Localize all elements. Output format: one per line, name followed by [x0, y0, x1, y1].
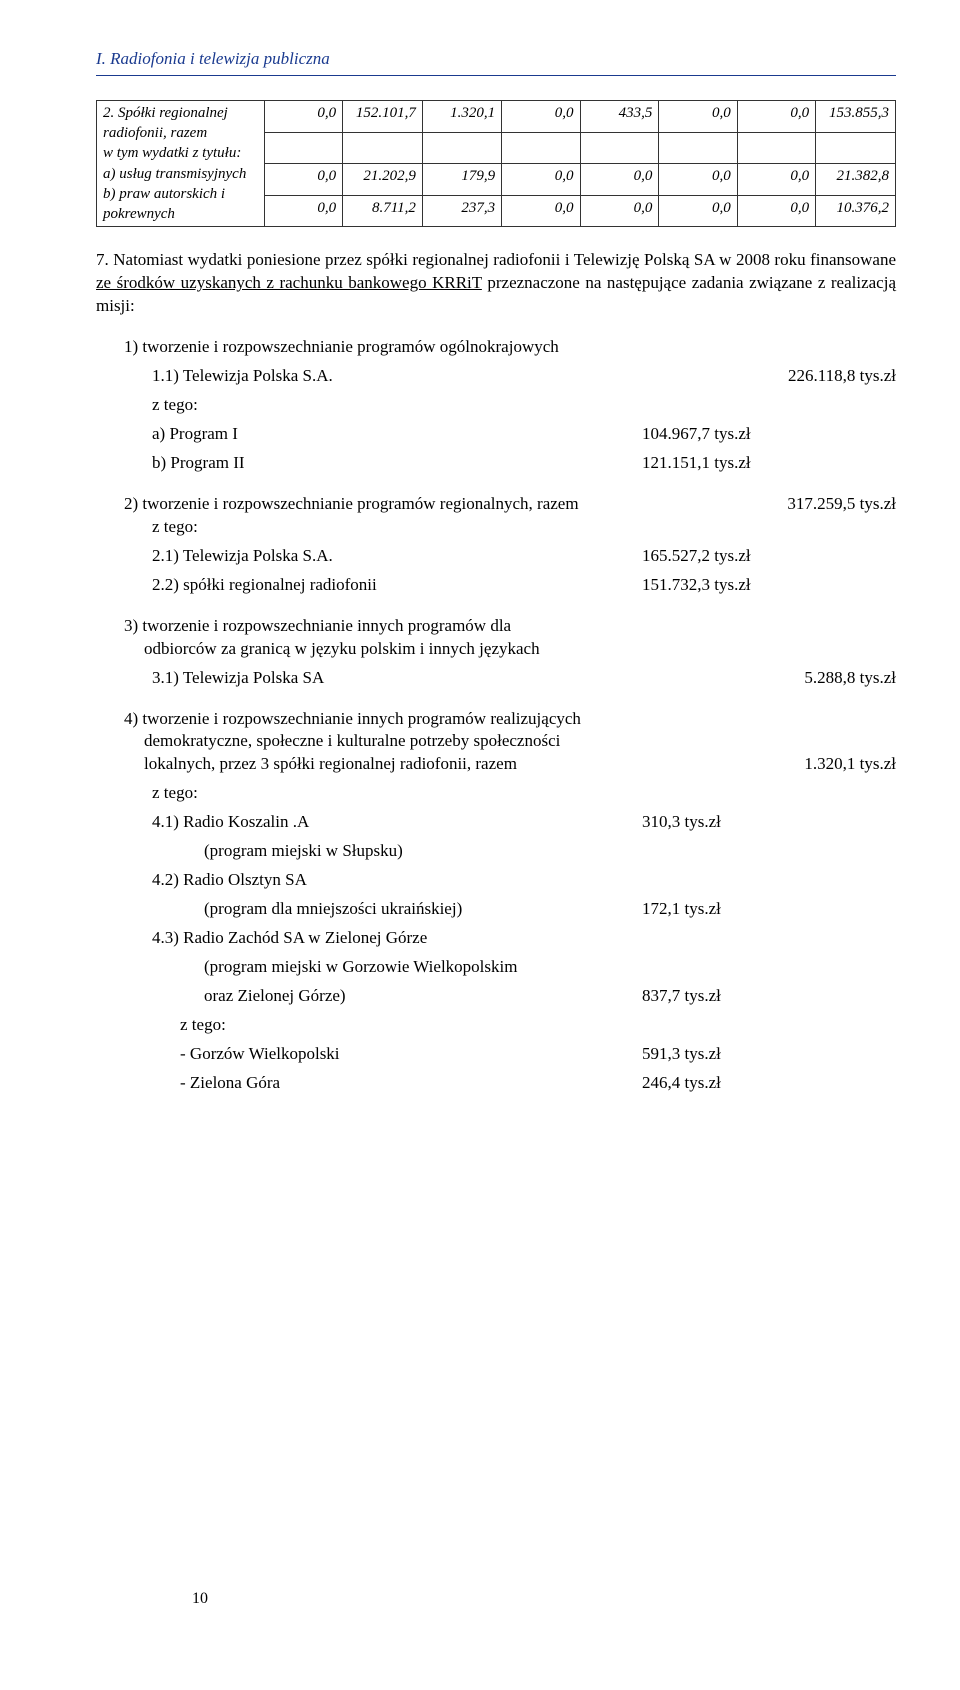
- section-3-title-l2: odbiorców za granicą w języku polskim i …: [144, 638, 896, 661]
- cell: 0,0: [737, 195, 815, 227]
- cell: 0,0: [264, 195, 342, 227]
- page-number: 10: [192, 1588, 208, 1610]
- cell: 433,5: [580, 100, 659, 132]
- cell: 153.855,3: [816, 100, 896, 132]
- paragraph-7: 7. Natomiast wydatki poniesione przez sp…: [96, 249, 896, 318]
- line-label: 4.3) Radio Zachód SA w Zielonej Górze: [152, 927, 896, 950]
- cell: 0,0: [264, 100, 342, 132]
- section-4-value: 1.320,1 tys.zł: [792, 753, 896, 776]
- ztego: z tego:: [152, 516, 896, 539]
- ztego: z tego:: [180, 1014, 896, 1037]
- section-3: 3) tworzenie i rozpowszechnianie innych …: [124, 615, 896, 690]
- table-row: 2. Spółki regionalnej radiofonii, razem …: [97, 100, 896, 132]
- line-value: 591,3 tys.zł: [642, 1043, 721, 1066]
- ztego: z tego:: [152, 782, 896, 805]
- line-sublabel: (program dla mniejszości ukraińskiej): [204, 899, 462, 918]
- line-value: 5.288,8 tys.zł: [792, 667, 896, 690]
- cell: 0,0: [737, 100, 815, 132]
- section-3-title-l1: 3) tworzenie i rozpowszechnianie innych …: [124, 615, 896, 638]
- line-label: - Gorzów Wielkopolski: [180, 1044, 340, 1063]
- section-header: I. Radiofonia i telewizja publiczna: [96, 48, 896, 76]
- section-2-title: 2) tworzenie i rozpowszechnianie program…: [124, 493, 579, 516]
- line-value: 165.527,2 tys.zł: [642, 545, 751, 568]
- line-value: 121.151,1 tys.zł: [642, 452, 751, 475]
- cell: 1.320,1: [422, 100, 501, 132]
- cell-label: 2. Spółki regionalnej radiofonii, razem: [103, 103, 258, 144]
- section-4-title-l3: lokalnych, przez 3 spółki regionalnej ra…: [144, 753, 517, 776]
- line-label: - Zielona Góra: [180, 1073, 280, 1092]
- line-value: 310,3 tys.zł: [642, 811, 721, 834]
- line-sublabel: (program miejski w Gorzowie Wielkopolski…: [204, 956, 896, 979]
- cell: 0,0: [580, 195, 659, 227]
- cell: 0,0: [502, 164, 580, 196]
- cell-label: b) praw autorskich i pokrewnych: [103, 184, 258, 225]
- line-label: 4.2) Radio Olsztyn SA: [152, 869, 896, 892]
- data-table: 2. Spółki regionalnej radiofonii, razem …: [96, 100, 896, 228]
- cell: 0,0: [264, 164, 342, 196]
- line-label: 1.1) Telewizja Polska S.A.: [152, 365, 333, 388]
- cell: 152.101,7: [343, 100, 423, 132]
- line-label: 3.1) Telewizja Polska SA: [152, 667, 324, 690]
- section-1: 1) tworzenie i rozpowszechnianie program…: [124, 336, 896, 475]
- section-2-value: 317.259,5 tys.zł: [775, 493, 896, 516]
- cell-label: w tym wydatki z tytułu:: [103, 143, 258, 163]
- cell: 0,0: [502, 100, 580, 132]
- line-sublabel: oraz Zielonej Górze): [204, 986, 346, 1005]
- line-label: 2.1) Telewizja Polska S.A.: [152, 546, 333, 565]
- cell: 0,0: [659, 195, 737, 227]
- line-value: 226.118,8 tys.zł: [776, 365, 896, 388]
- line-label: a) Program I: [152, 424, 238, 443]
- line-sublabel: (program miejski w Słupsku): [204, 840, 896, 863]
- line-value: 151.732,3 tys.zł: [642, 574, 751, 597]
- section-4-title-l2: demokratyczne, społeczne i kulturalne po…: [144, 730, 896, 753]
- cell: 0,0: [502, 195, 580, 227]
- cell: 0,0: [659, 164, 737, 196]
- cell: 21.202,9: [343, 164, 423, 196]
- section-1-title: 1) tworzenie i rozpowszechnianie program…: [124, 336, 896, 359]
- section-4-title-l1: 4) tworzenie i rozpowszechnianie innych …: [124, 708, 896, 731]
- line-label: 2.2) spółki regionalnej radiofonii: [152, 575, 377, 594]
- line-value: 104.967,7 tys.zł: [642, 423, 751, 446]
- section-4: 4) tworzenie i rozpowszechnianie innych …: [124, 708, 896, 1095]
- ztego: z tego:: [152, 394, 896, 417]
- cell: 21.382,8: [816, 164, 896, 196]
- line-value: 172,1 tys.zł: [642, 898, 721, 921]
- cell: 237,3: [422, 195, 501, 227]
- cell: 179,9: [422, 164, 501, 196]
- cell: 8.711,2: [343, 195, 423, 227]
- cell: 0,0: [659, 100, 737, 132]
- line-label: b) Program II: [152, 453, 245, 472]
- cell-label: a) usług transmisyjnych: [103, 164, 258, 184]
- cell: 10.376,2: [816, 195, 896, 227]
- cell: 0,0: [580, 164, 659, 196]
- line-label: 4.1) Radio Koszalin .A: [152, 812, 309, 831]
- cell: 0,0: [737, 164, 815, 196]
- line-value: 837,7 tys.zł: [642, 985, 721, 1008]
- line-value: 246,4 tys.zł: [642, 1072, 721, 1095]
- section-2: 2) tworzenie i rozpowszechnianie program…: [124, 493, 896, 597]
- cell: [264, 132, 342, 164]
